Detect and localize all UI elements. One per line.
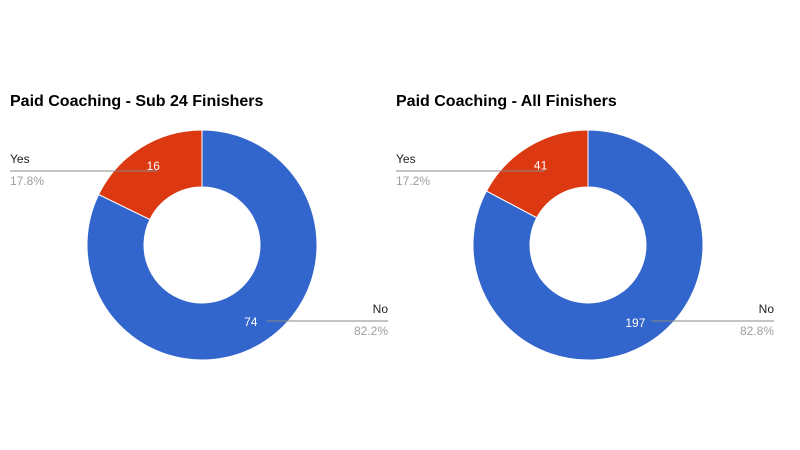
value-label: 41: [534, 158, 548, 172]
category-label: No: [759, 302, 775, 316]
value-label: 16: [147, 159, 161, 173]
chart-title: Paid Coaching - Sub 24 Finishers: [10, 93, 263, 110]
percent-label: 82.2%: [354, 324, 388, 338]
chart-title: Paid Coaching - All Finishers: [396, 93, 617, 110]
category-label: No: [373, 302, 389, 316]
percent-label: 17.8%: [10, 174, 44, 188]
category-label: Yes: [10, 152, 30, 166]
value-label: 74: [244, 315, 258, 329]
category-label: Yes: [396, 152, 416, 166]
pie-slice: [472, 129, 704, 361]
percent-label: 17.2%: [396, 174, 430, 188]
value-label: 197: [625, 316, 645, 330]
pie-slice: [86, 129, 318, 361]
percent-label: 82.8%: [740, 324, 774, 338]
